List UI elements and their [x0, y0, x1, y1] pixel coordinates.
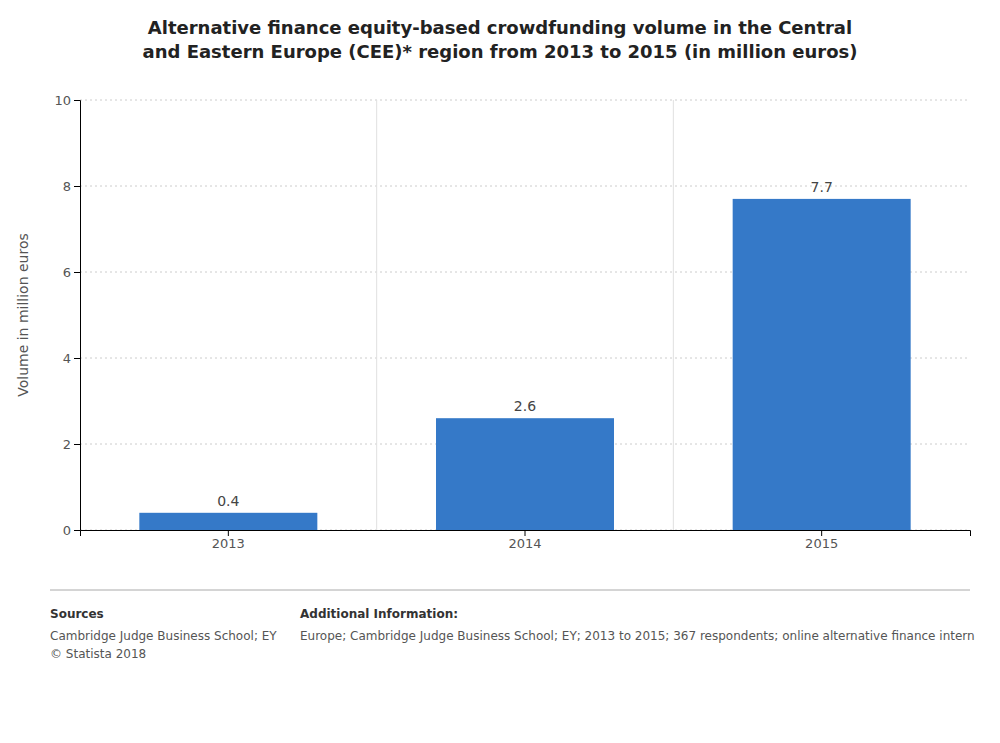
data-label: 0.4 [217, 493, 239, 509]
y-tick: 2 [63, 437, 80, 452]
text-line: Cambridge Judge Business School; EY [50, 629, 277, 643]
x-tick-mark [228, 530, 229, 536]
x-tick-label: 2013 [212, 536, 245, 551]
grid [80, 100, 970, 530]
footer-text: Europe; Cambridge Judge Business School;… [300, 629, 975, 643]
text-line: Additional Information: [300, 607, 458, 621]
y-tick-mark [74, 530, 80, 531]
data-labels: 0.4 2.6 7.7 [217, 179, 833, 509]
x-tick: 2015 [805, 530, 838, 551]
y-axis: 0 2 4 6 8 10 [54, 93, 80, 538]
footer-text: Cambridge Judge Business School; EY © Sta… [50, 629, 277, 661]
x-tick-label: 2014 [508, 536, 541, 551]
y-tick-mark [74, 272, 80, 273]
y-tick-mark [74, 358, 80, 359]
data-label: 7.7 [811, 179, 833, 195]
y-tick: 4 [63, 351, 80, 366]
text-line: Alternative finance equity-based crowdfu… [148, 17, 852, 38]
text-line: Sources [50, 607, 104, 621]
title: Alternative finance equity-based crowdfu… [143, 17, 858, 62]
x-tick-mark [525, 530, 526, 536]
column-separator [376, 100, 377, 530]
footer-heading: Sources [50, 607, 104, 621]
x-tick: 2013 [212, 530, 245, 551]
text-line: and Eastern Europe (CEE)* region from 20… [143, 41, 858, 62]
y-tick-label: 2 [63, 437, 71, 452]
bar [733, 199, 911, 530]
column-separator [673, 100, 674, 530]
y-tick-mark [74, 186, 80, 187]
x-tick-mark [821, 530, 822, 536]
x-axis: 2013 2014 2015 [81, 530, 971, 551]
footer-rule [50, 590, 970, 591]
y-axis-title: Volume in million euros [15, 233, 31, 397]
bar [436, 418, 614, 530]
data-label: 2.6 [514, 398, 536, 414]
bar [139, 513, 317, 530]
grid-line [80, 100, 970, 101]
y-axis-line [74, 101, 81, 531]
y-tick-label: 6 [63, 265, 71, 280]
y-tick-label: 4 [63, 351, 71, 366]
y-tick-mark [74, 100, 80, 101]
chart-svg: Alternative finance equity-based crowdfu… [0, 0, 1000, 743]
text-line: Europe; Cambridge Judge Business School;… [300, 629, 975, 643]
x-tick-label: 2015 [805, 536, 838, 551]
y-tick: 10 [54, 93, 80, 108]
bars [139, 199, 910, 530]
y-tick: 8 [63, 179, 80, 194]
y-tick-mark [74, 444, 80, 445]
y-tick: 0 [63, 523, 80, 538]
column-separators [377, 100, 674, 530]
y-tick-label: 0 [63, 523, 71, 538]
chart-container: Alternative finance equity-based crowdfu… [0, 0, 1000, 743]
y-tick-label: 8 [63, 179, 71, 194]
grid-line [80, 186, 970, 187]
footer-heading: Additional Information: [300, 607, 458, 621]
x-axis-line [81, 531, 971, 537]
y-tick: 6 [63, 265, 80, 280]
x-tick: 2014 [508, 530, 541, 551]
text-line: © Statista 2018 [50, 647, 146, 661]
y-tick-label: 10 [54, 93, 71, 108]
